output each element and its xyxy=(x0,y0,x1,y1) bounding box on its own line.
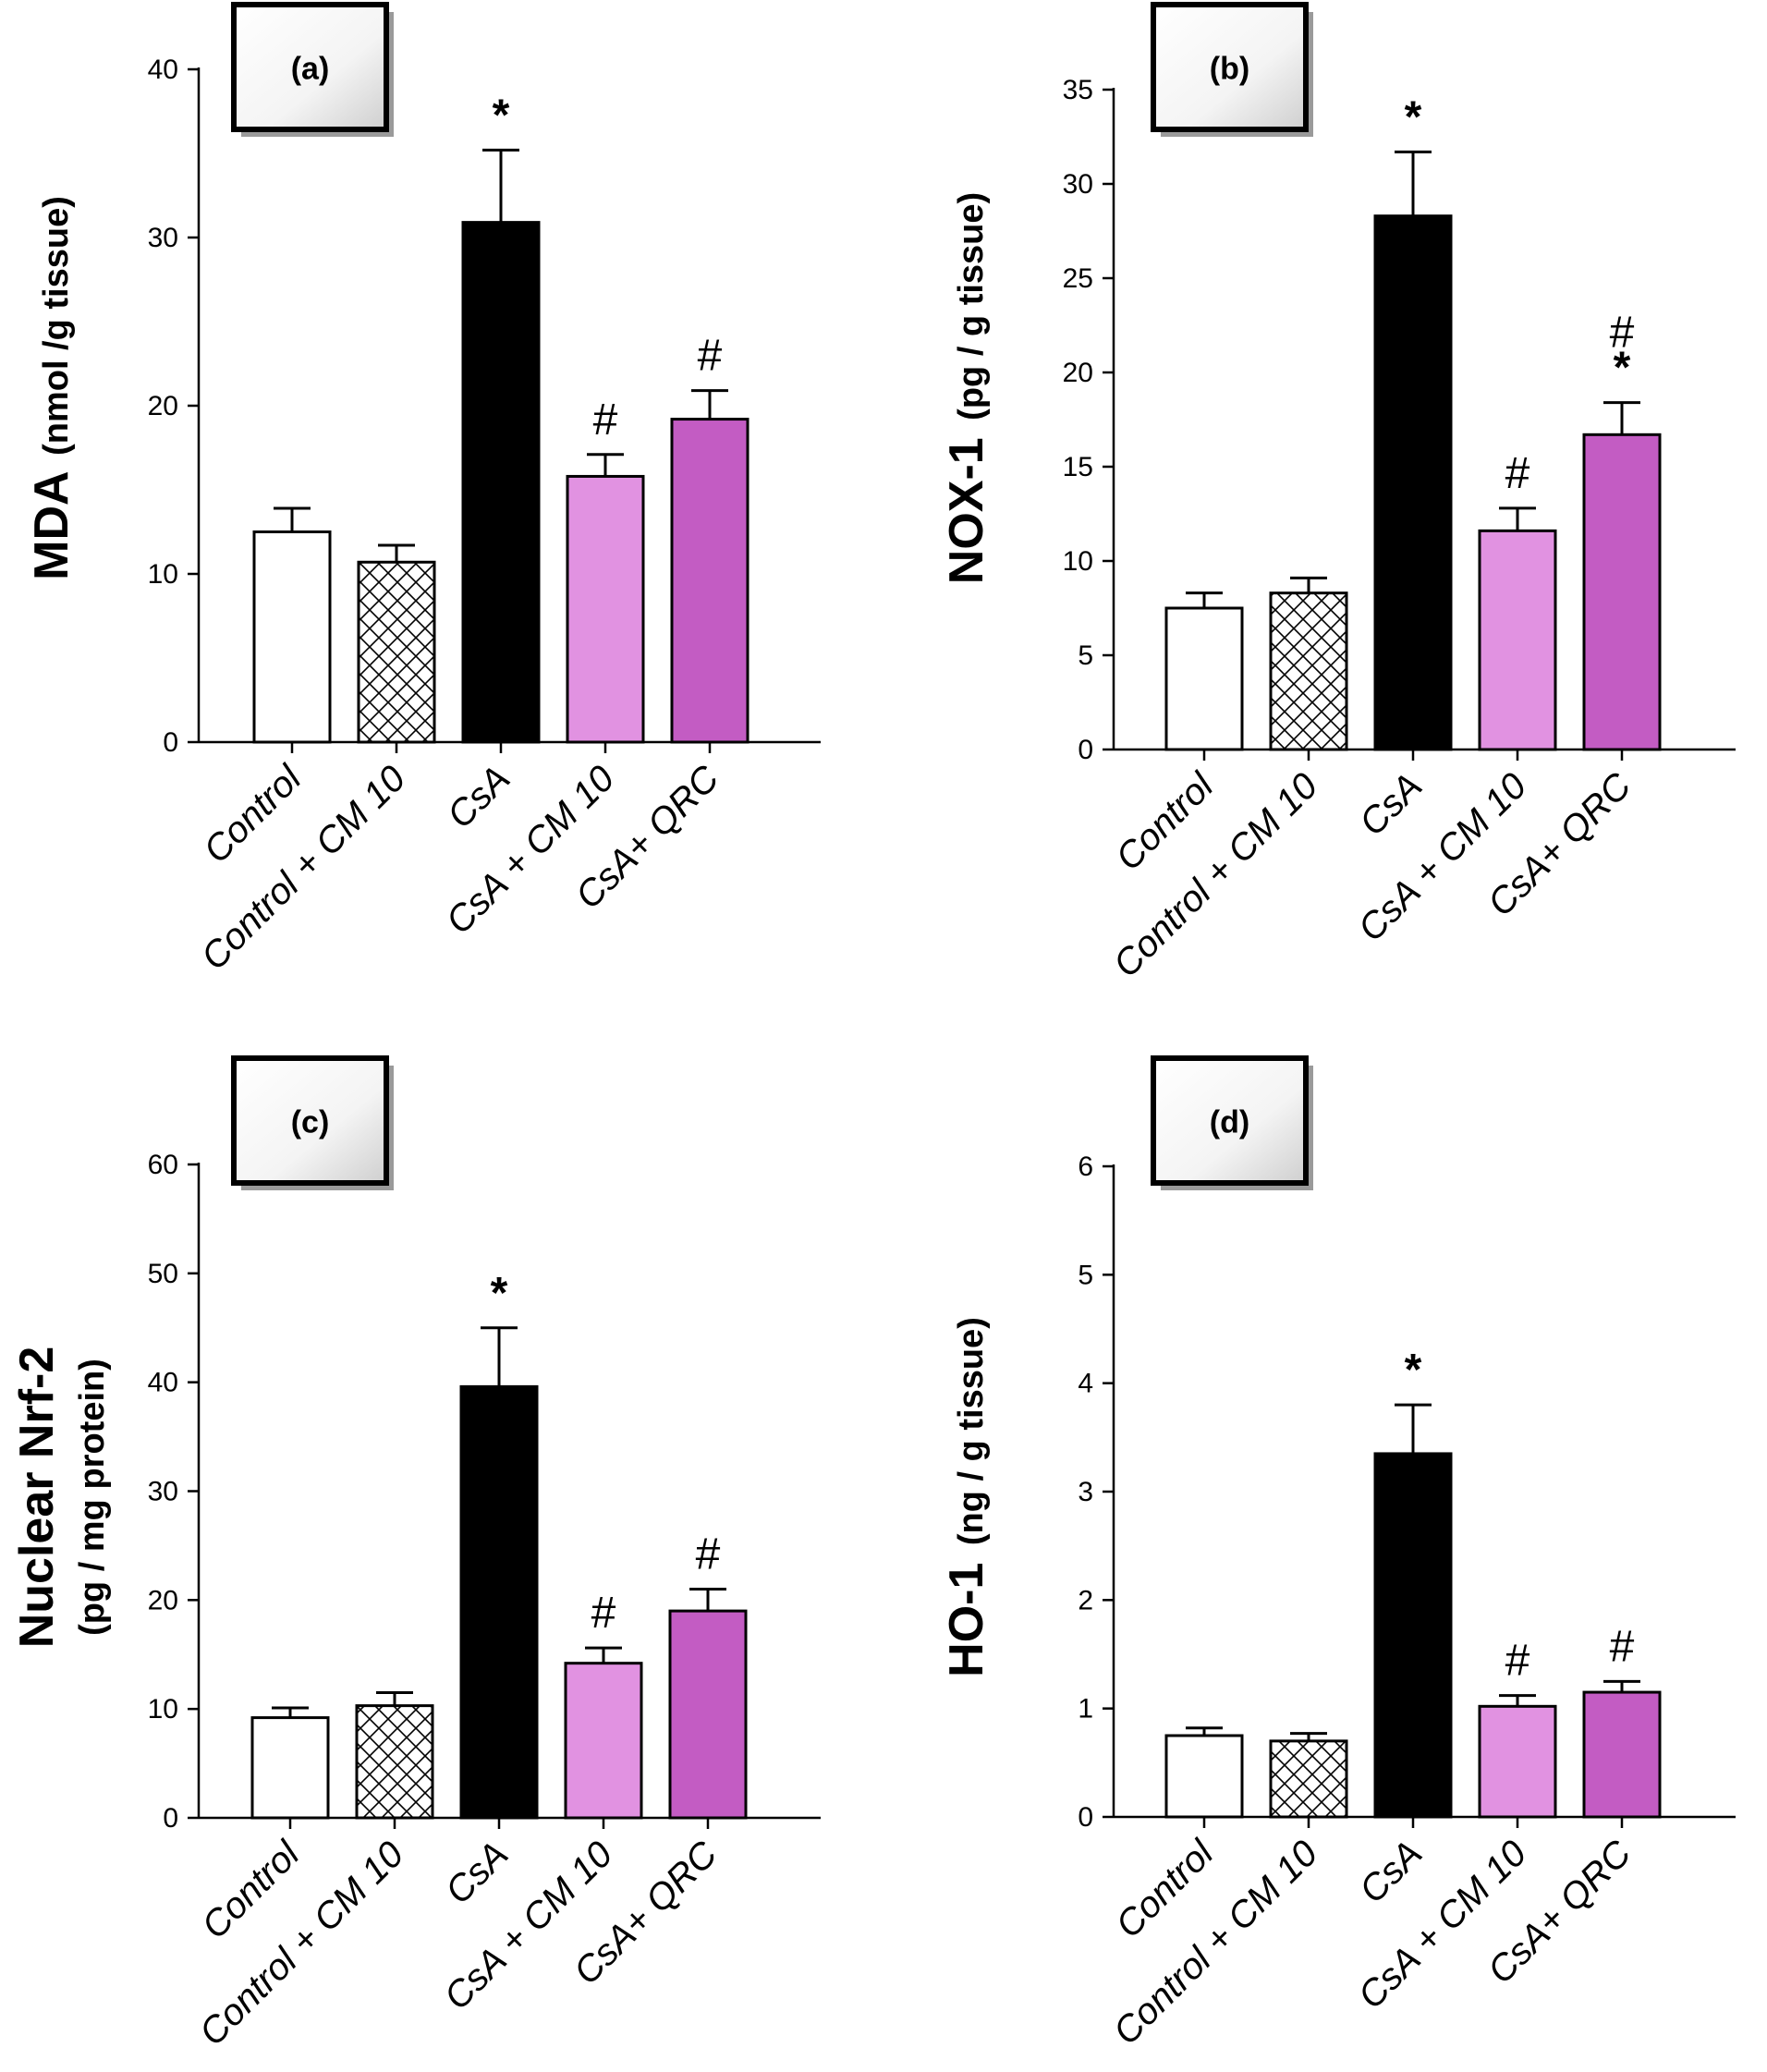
y-tick-label: 6 xyxy=(1078,1152,1093,1182)
y-tick-label: 10 xyxy=(148,1694,178,1725)
significance-marker: # xyxy=(1505,449,1530,498)
x-tick-label: CsA xyxy=(440,758,518,836)
y-axis-label: Nuclear Nrf-2 xyxy=(10,1347,64,1649)
x-tick-label: CsA xyxy=(1352,1833,1431,1911)
y-tick-label: 60 xyxy=(148,1150,178,1180)
y-axis-label-unit: (pg / g tissue) xyxy=(952,192,991,420)
y-axis-label-main: HO-1 xyxy=(940,1549,993,1677)
y-tick-label: 35 xyxy=(1063,75,1093,105)
panel-label: (b) xyxy=(1210,51,1249,86)
y-axis-label-unit: (ng / g tissue) xyxy=(952,1317,991,1545)
bar-5 xyxy=(670,418,749,744)
significance-marker: # xyxy=(1505,1637,1530,1686)
y-tick-label: 40 xyxy=(148,1368,178,1398)
y-tick-label: 0 xyxy=(163,1803,178,1834)
y-tick-label: 4 xyxy=(1078,1369,1093,1399)
bar-3 xyxy=(1373,214,1453,751)
y-tick-label: 20 xyxy=(148,391,178,421)
panel-label-box xyxy=(1151,1055,1309,1186)
bar-2 xyxy=(1269,591,1348,751)
y-tick-label: 0 xyxy=(163,727,178,758)
y-tick-label: 5 xyxy=(1078,1260,1093,1290)
y-tick-label: 50 xyxy=(148,1259,178,1289)
y-tick-label: 2 xyxy=(1078,1585,1093,1615)
bar-2 xyxy=(1269,1739,1348,1819)
bar-5 xyxy=(668,1609,748,1820)
y-tick-label: 20 xyxy=(148,1585,178,1615)
y-tick-label: 30 xyxy=(148,223,178,253)
bar-2 xyxy=(357,560,436,744)
panel-label: (a) xyxy=(291,51,330,86)
bar-3 xyxy=(459,1384,539,1820)
y-axis-label-main: NOX-1 xyxy=(940,424,993,584)
bar-1 xyxy=(252,530,332,744)
x-tick-label: CsA xyxy=(438,1834,517,1912)
significance-marker: # xyxy=(698,332,723,381)
y-tick-label: 40 xyxy=(148,55,178,85)
significance-marker: # xyxy=(1610,1622,1635,1671)
panel-label: (c) xyxy=(291,1104,330,1140)
y-tick-label: 10 xyxy=(1063,546,1093,577)
panel-label: (d) xyxy=(1210,1104,1249,1140)
bar-3 xyxy=(461,221,541,744)
significance-marker: * xyxy=(491,1269,508,1318)
significance-marker: # xyxy=(591,1589,616,1638)
y-tick-label: 0 xyxy=(1078,735,1093,765)
panel-label-box xyxy=(231,1055,389,1186)
bar-1 xyxy=(1164,1734,1244,1819)
bar-4 xyxy=(1478,529,1557,751)
y-axis-label-main: MDA xyxy=(25,459,79,580)
significance-marker: * xyxy=(1405,92,1422,141)
bar-5 xyxy=(1582,1690,1662,1819)
y-tick-label: 10 xyxy=(148,559,178,590)
y-axis-label-unit: (nmol /g tissue) xyxy=(37,196,76,456)
bar-1 xyxy=(250,1716,330,1820)
y-tick-label: 5 xyxy=(1078,640,1093,671)
bar-3 xyxy=(1373,1452,1453,1819)
y-tick-label: 25 xyxy=(1063,263,1093,294)
bar-1 xyxy=(1164,606,1244,751)
significance-marker: # xyxy=(696,1530,721,1579)
y-axis-label: NOX-1 (pg / g tissue) xyxy=(940,192,993,584)
bar-4 xyxy=(566,474,645,744)
y-tick-label: 30 xyxy=(1063,169,1093,200)
y-axis-unit: (pg / mg protein) xyxy=(73,1359,112,1636)
bar-4 xyxy=(564,1662,643,1820)
y-axis-label: HO-1 (ng / g tissue) xyxy=(940,1317,993,1677)
panel-label-box xyxy=(1151,2,1309,132)
panel-label-box xyxy=(231,2,389,132)
chart-panel-c: (c) 0 10 20 30 40 50 60 Nuclear Nrf-2 (pg / mg pr… xyxy=(10,1055,821,2054)
bar-2 xyxy=(355,1704,434,1820)
significance-marker: # xyxy=(1610,309,1635,358)
x-tick-label: CsA xyxy=(1352,765,1431,844)
y-tick-label: 30 xyxy=(148,1477,178,1507)
y-tick-label: 15 xyxy=(1063,452,1093,482)
significance-marker: * xyxy=(1614,344,1631,393)
bar-5 xyxy=(1582,433,1662,751)
y-tick-label: 3 xyxy=(1078,1477,1093,1507)
bar-4 xyxy=(1478,1704,1557,1819)
y-tick-label: 0 xyxy=(1078,1802,1093,1833)
significance-marker: * xyxy=(1405,1346,1422,1395)
y-tick-label: 1 xyxy=(1078,1694,1093,1725)
y-tick-label: 20 xyxy=(1063,358,1093,388)
significance-marker: * xyxy=(493,91,510,140)
significance-marker: # xyxy=(593,396,618,445)
y-axis-label: MDA (nmol /g tissue) xyxy=(25,196,79,580)
